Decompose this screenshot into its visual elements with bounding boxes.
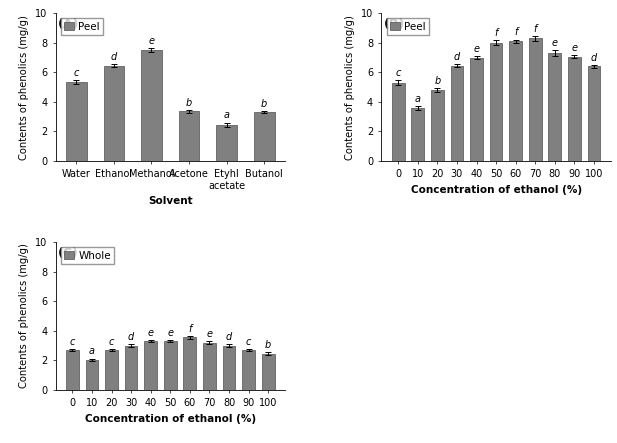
Text: f: f [534,24,537,34]
Y-axis label: Contents of phenolics (mg/g): Contents of phenolics (mg/g) [19,244,30,389]
Bar [470,58,483,161]
Bar [179,112,199,161]
Text: c: c [73,67,79,78]
Text: (C): (C) [58,247,79,260]
Bar [144,341,157,390]
Text: d: d [453,52,460,62]
X-axis label: Concentration of ethanol (%): Concentration of ethanol (%) [85,414,256,424]
Bar [262,354,275,390]
Bar [412,108,424,161]
Text: c: c [109,337,114,346]
Text: e: e [473,43,479,54]
Legend: Peel: Peel [60,19,103,35]
Legend: Whole: Whole [60,247,114,264]
Text: c: c [395,68,401,78]
Bar [549,53,561,161]
Text: e: e [167,328,173,338]
Bar [125,346,138,390]
Bar [66,350,79,390]
Text: (A): (A) [58,18,79,31]
Text: a: a [415,94,421,104]
Text: d: d [111,52,117,62]
Bar [183,338,196,390]
Text: e: e [552,38,558,48]
Text: c: c [246,337,251,347]
Text: b: b [261,99,267,109]
Y-axis label: Contents of phenolics (mg/g): Contents of phenolics (mg/g) [346,15,355,159]
Bar [431,90,444,161]
Text: f: f [188,324,191,334]
Text: d: d [591,53,597,63]
Bar [164,341,176,390]
Text: f: f [514,27,518,37]
Bar [86,360,98,390]
Bar [203,342,216,390]
X-axis label: Concentration of ethanol (%): Concentration of ethanol (%) [410,185,582,195]
Text: b: b [186,98,192,108]
Bar [568,57,581,161]
Bar [242,350,255,390]
Text: c: c [70,337,75,346]
Text: d: d [128,332,135,342]
Bar [450,66,463,161]
Text: f: f [494,28,498,38]
Bar [217,125,237,161]
Bar [104,66,124,161]
Bar [490,43,502,161]
Text: e: e [207,329,212,339]
X-axis label: Solvent: Solvent [148,196,193,206]
Text: b: b [265,340,271,350]
Text: b: b [434,76,441,86]
Text: (B): (B) [384,18,405,31]
Bar [529,39,542,161]
Bar [105,350,118,390]
Text: e: e [147,328,154,338]
Bar [254,112,275,161]
Y-axis label: Contents of phenolics (mg/g): Contents of phenolics (mg/g) [19,15,30,159]
Legend: Peel: Peel [387,19,429,35]
Bar [509,41,522,161]
Text: a: a [89,346,95,356]
Bar [66,82,86,161]
Text: a: a [223,110,230,120]
Bar [223,346,236,390]
Bar [141,50,162,161]
Text: e: e [571,43,578,53]
Bar [392,83,405,161]
Bar [587,66,600,161]
Text: e: e [149,36,154,46]
Text: d: d [226,332,232,342]
